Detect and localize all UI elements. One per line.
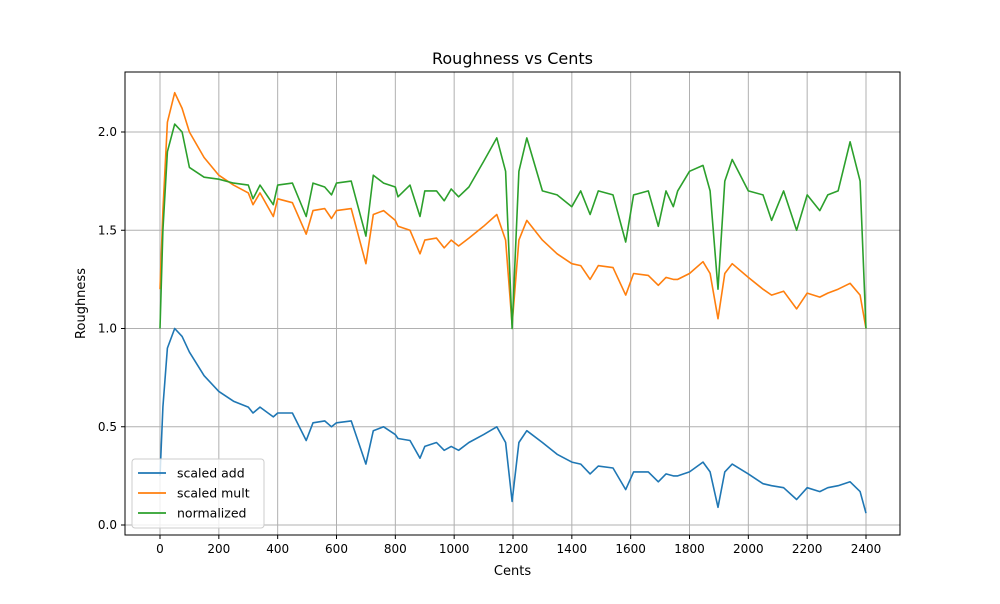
- series-lines: [159, 91, 867, 514]
- legend: scaled add scaled mult normalized: [131, 458, 265, 529]
- x-tick-label: 400: [266, 542, 289, 556]
- x-tick-label: 2000: [733, 542, 764, 556]
- y-tick-label: 0.0: [98, 518, 117, 532]
- x-tick-label: 1200: [498, 542, 529, 556]
- x-axis-label: Cents: [494, 564, 531, 579]
- chart-title: Roughness vs Cents: [432, 49, 593, 68]
- x-tick-label: 1600: [615, 542, 646, 556]
- legend-label: normalized: [177, 506, 246, 521]
- y-axis-label: Roughness: [74, 268, 89, 339]
- x-axis-ticks: 0 200 400 600 800 1000 1200 1400 1600 1800 2000 220…: [156, 535, 881, 556]
- x-tick-label: 2200: [792, 542, 823, 556]
- series-line-scaled-mult: [159, 91, 867, 329]
- x-tick-label: 600: [325, 542, 348, 556]
- legend-label: scaled mult: [177, 486, 250, 501]
- y-tick-label: 1.0: [98, 322, 117, 336]
- grid: [125, 72, 900, 535]
- x-tick-label: 800: [384, 542, 407, 556]
- x-tick-label: 1400: [557, 542, 588, 556]
- series-line-normalized: [159, 123, 867, 330]
- x-tick-label: 1800: [674, 542, 705, 556]
- x-tick-label: 200: [207, 542, 230, 556]
- legend-label: scaled add: [177, 466, 245, 481]
- x-tick-label: 1000: [439, 542, 470, 556]
- y-axis-ticks: 0.0 0.5 1.0 1.5 2.0: [98, 125, 125, 532]
- y-tick-label: 1.5: [98, 223, 117, 237]
- x-tick-label: 0: [156, 542, 164, 556]
- series-line-scaled-add: [159, 327, 867, 514]
- y-tick-label: 0.5: [98, 420, 117, 434]
- x-tick-label: 2400: [851, 542, 882, 556]
- y-tick-label: 2.0: [98, 125, 117, 139]
- legend-box: [131, 458, 265, 529]
